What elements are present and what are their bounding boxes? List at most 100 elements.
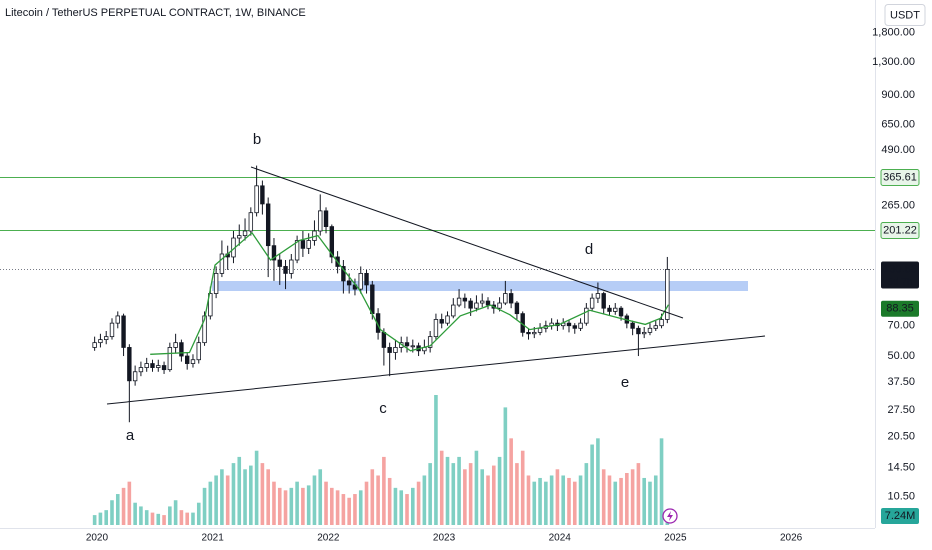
volume-bar [139,506,143,525]
candle-body [294,240,300,261]
volume-bar [549,475,554,525]
candle-body [115,315,120,324]
volume-bar [468,463,473,525]
volume-bar [387,477,392,525]
candle-body [150,363,155,368]
volume-bar [364,481,369,525]
candle-body [393,347,398,353]
trendlines [106,166,766,405]
volume-bar [382,456,386,525]
currency-button[interactable]: USDT [884,4,926,26]
candle-body [456,297,462,306]
candle-body [306,240,311,249]
y-tick-label: 10.50 [887,491,915,503]
currency-button-box[interactable] [884,4,926,26]
candle-body [381,331,387,348]
candle-body [462,297,468,302]
volume-bar [491,465,496,525]
volume-bar [306,485,311,525]
volume-bar [410,487,415,525]
currency-label[interactable]: USDT [890,9,920,21]
volume-bar [162,515,166,525]
upper-trendline [250,166,684,319]
volume-bar [578,475,583,525]
candle-body [196,342,201,361]
y-tick-label: 490.00 [881,144,915,156]
volume-bar [526,475,531,525]
candle-body [410,345,415,348]
candle-body [508,293,514,304]
candle-body [92,342,97,348]
candle-body [190,359,196,364]
y-tick-label: 14.50 [887,462,915,474]
candle-body [237,235,242,239]
volume-bar [214,475,218,525]
volume-bar [538,477,542,525]
volume-bar [439,450,444,525]
candle-body [358,272,363,290]
candle-body [572,325,577,329]
volume-bar [92,515,97,525]
x-tick-label: 2026 [780,533,803,544]
last-price-label: 130.68 [883,263,917,275]
volume-bar [295,481,299,525]
candle-body [433,319,439,338]
y-tick-label: 650.00 [881,119,915,131]
candle-body [161,365,167,371]
volume-bar [144,510,149,525]
candle-body [636,327,641,335]
candle-body [641,331,647,335]
volume-bar [515,463,519,525]
volume-bar [121,487,126,525]
candle-body [213,272,219,294]
candle-body [578,322,583,329]
candle-body [341,266,346,282]
volume-bar [405,494,409,525]
volume-bar [370,469,375,525]
volume-bar [474,450,479,525]
y-tick-label: 27.50 [887,404,915,416]
candle-body [271,245,277,261]
volume-bar [110,500,114,525]
countdown-label: 5d 7h [887,277,912,288]
candle-body [277,259,282,267]
volume-layer [92,395,670,525]
volume-bar [243,469,247,525]
volume-bar [636,463,641,525]
wave-label: d [585,241,593,258]
lightning-bolt[interactable] [667,511,673,521]
level-label-box [880,169,920,186]
candle-body [167,347,173,371]
candle-body [323,210,329,228]
volume-bar [596,438,600,525]
volume-bar [457,456,461,525]
level-label: 365.61 [883,171,917,183]
wave-label: e [621,374,629,391]
volume-bar [133,502,137,525]
volume-bar [266,469,270,525]
y-tick-label: 1,800.00 [872,27,915,39]
volume-bar [659,438,664,525]
volume-bar [115,494,120,525]
candle-body [451,304,456,317]
candle-body [173,342,178,348]
volume-bar [653,475,658,525]
volume-bar [567,477,571,525]
lightning-icon[interactable] [662,508,678,524]
candle-body [265,203,271,247]
y-tick-label: 900.00 [881,89,915,101]
volume-bar [104,510,109,525]
candle-body [387,347,392,353]
volume-bar [607,475,612,525]
volume-bar [509,438,513,525]
volume-bar [185,512,189,525]
volume-bar [601,469,606,525]
volume-bar [289,487,294,525]
volume-bar [341,494,346,525]
volume-bar [312,475,317,525]
volume-bar [480,469,485,525]
candle-body [318,210,323,232]
volume-bar [422,475,427,525]
candle-body [618,307,624,317]
